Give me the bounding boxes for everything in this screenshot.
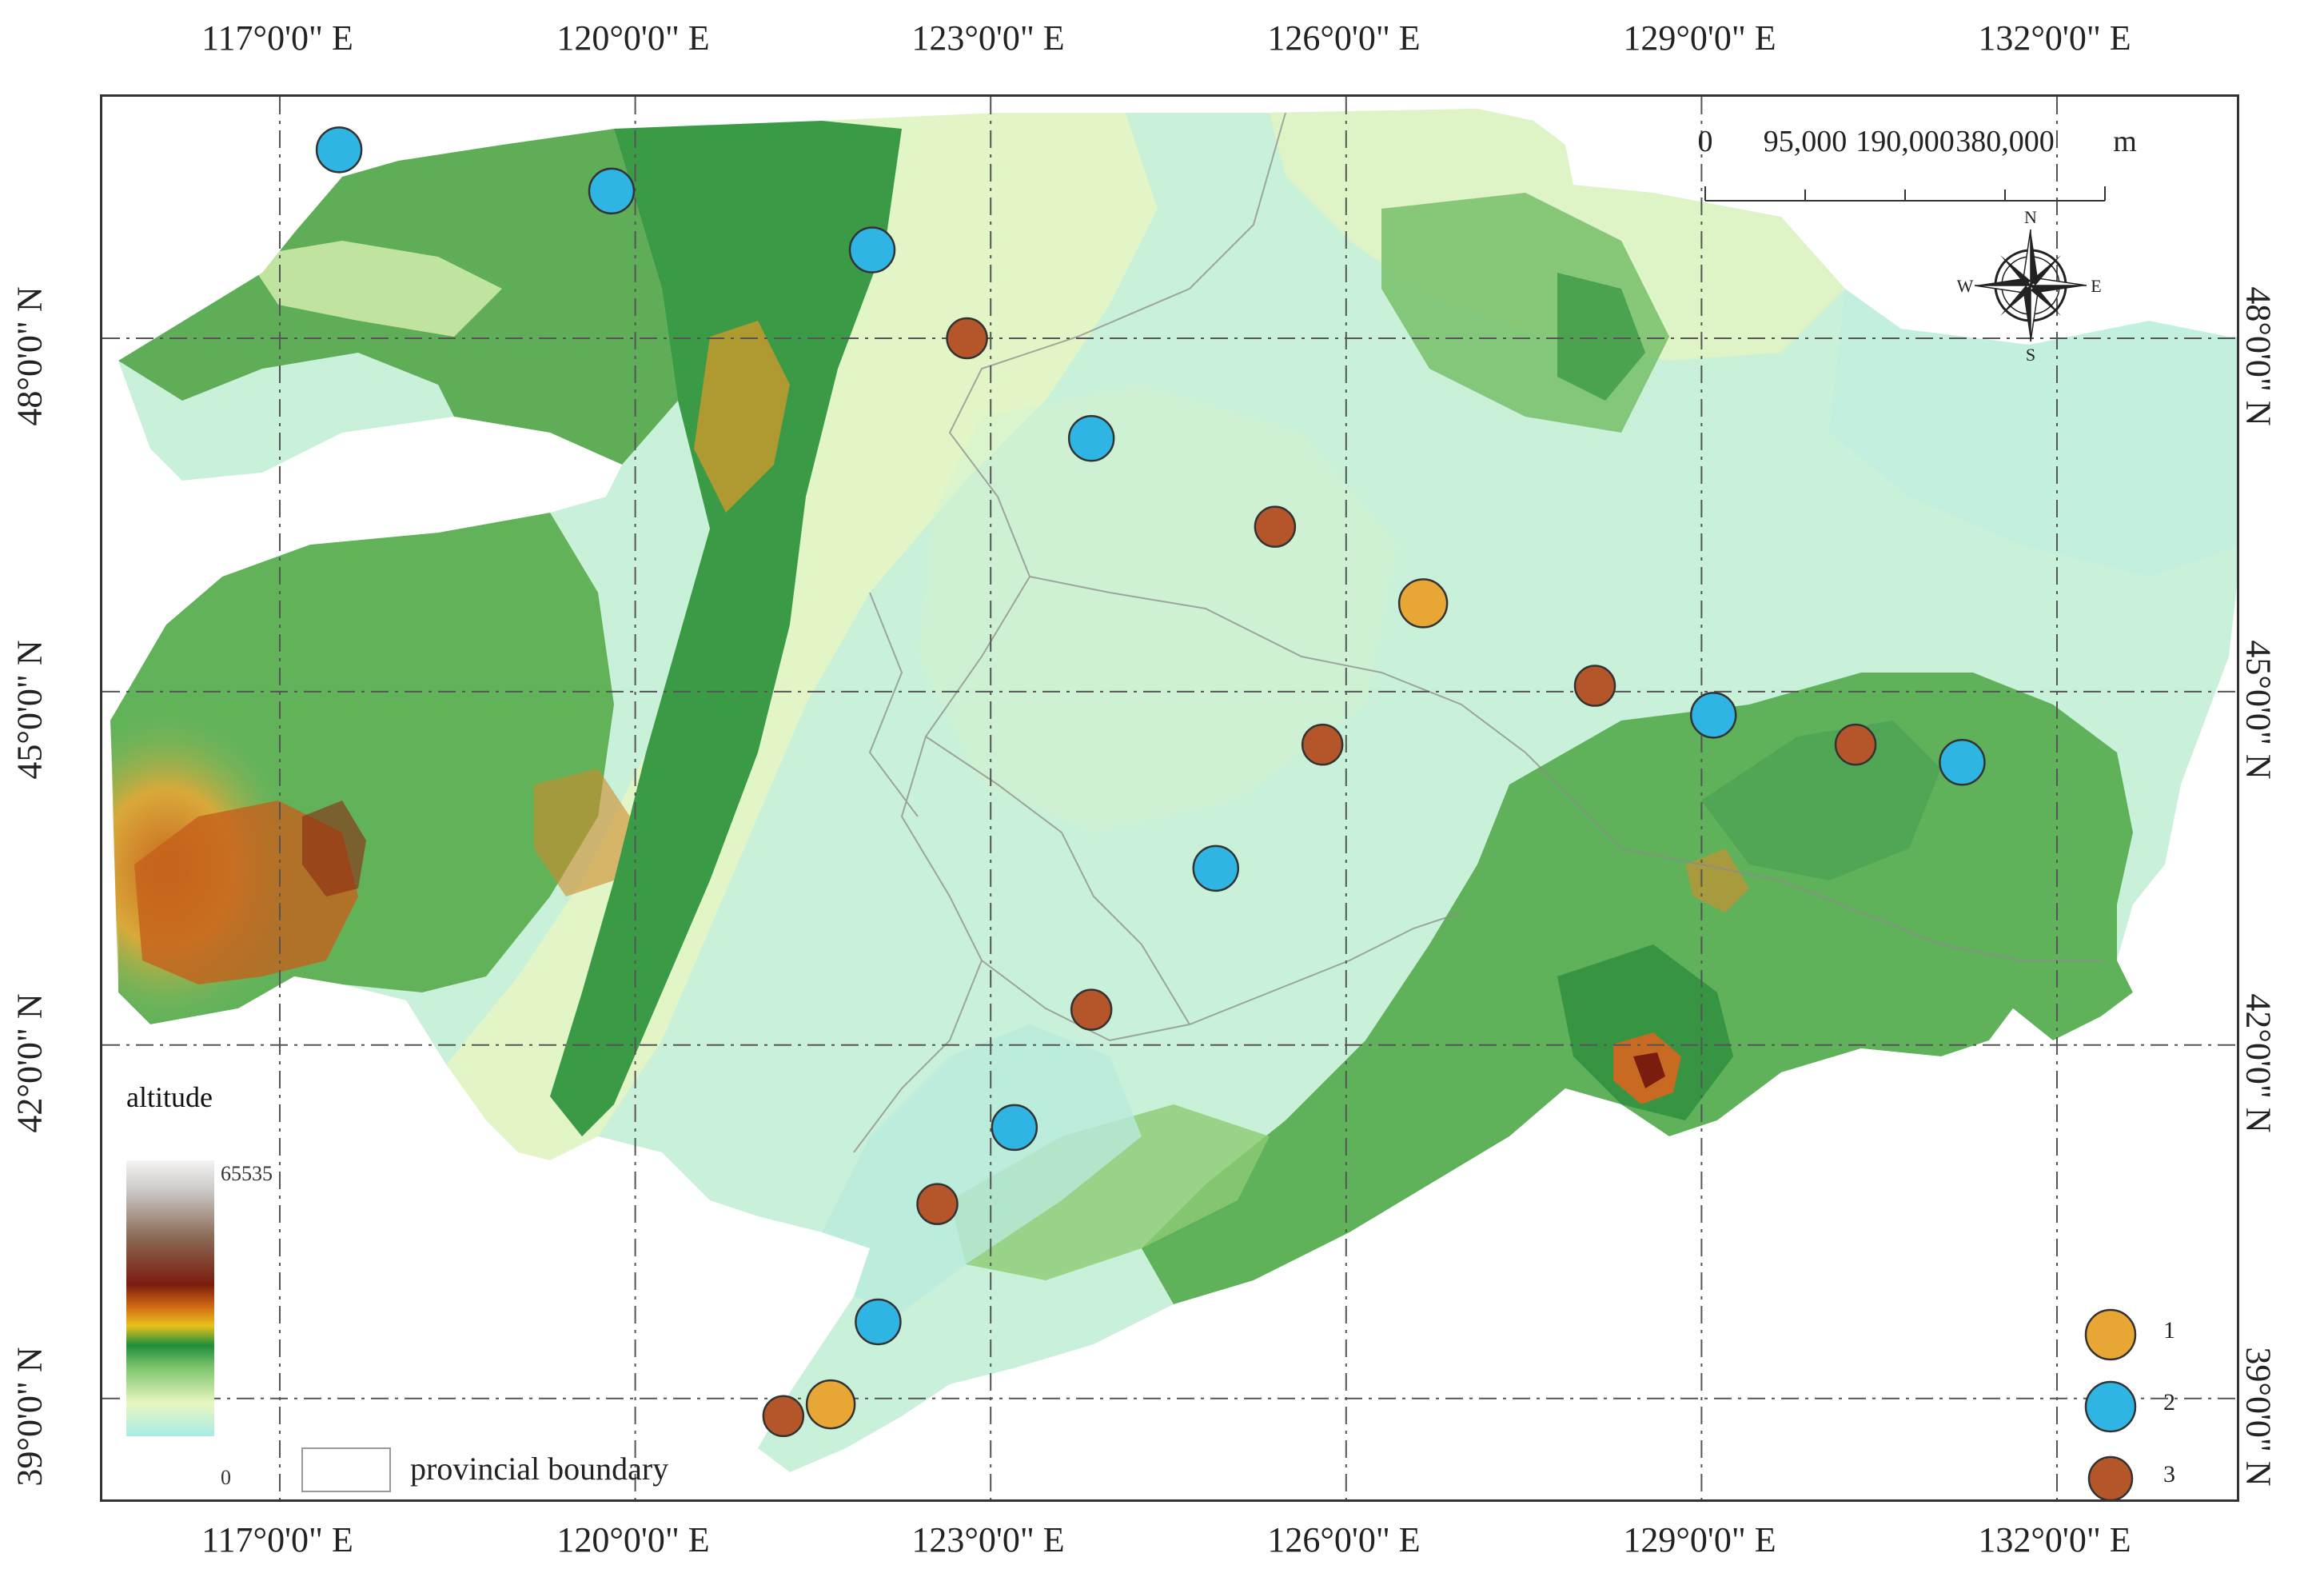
bottom-tick-129: 129°0'0" E <box>1623 1520 1776 1559</box>
land-liaodong-hills <box>950 1104 1270 1280</box>
cluster-legend-label-2: 2 <box>2163 1389 2175 1415</box>
bottom-tick-117: 117°0'0" E <box>201 1520 353 1559</box>
right-tick-42: 42°0'0" N <box>2238 993 2278 1133</box>
terrain-map[interactable]: N S E W <box>102 97 2239 1502</box>
station-marker-cluster-3[interactable] <box>1301 723 1344 766</box>
land-west-peak <box>302 800 366 896</box>
land-zhangguangcai <box>1701 721 1941 880</box>
station-marker-cluster-2[interactable] <box>1689 692 1737 739</box>
compass-w: W <box>1957 276 1974 296</box>
graticule <box>102 97 2237 1499</box>
land-changbai-summit <box>1633 1052 1665 1088</box>
scale-label-2: 190,000 <box>1856 125 1955 158</box>
top-tick-126: 126°0'0" E <box>1267 18 1421 58</box>
station-marker-cluster-2[interactable] <box>1067 414 1115 462</box>
cluster-legend-label-1: 1 <box>2163 1317 2175 1343</box>
top-tick-117: 117°0'0" E <box>201 18 353 58</box>
land-khingan <box>550 121 902 1136</box>
compass-s: S <box>2026 345 2035 365</box>
scale-unit: m <box>2113 125 2137 158</box>
right-tick-45: 45°0'0" N <box>2238 640 2278 780</box>
left-tick-39: 39°0'0" N <box>10 1347 50 1487</box>
station-marker-cluster-2[interactable] <box>855 1298 902 1346</box>
station-marker-cluster-3[interactable] <box>1254 505 1297 548</box>
scale-bar <box>1704 186 2106 202</box>
map-frame: N S E W 0 95,000 190,000 380,000 m altit… <box>100 94 2239 1502</box>
bottom-tick-126: 126°0'0" E <box>1267 1520 1421 1559</box>
station-marker-cluster-1[interactable] <box>1397 578 1449 629</box>
station-marker-cluster-2[interactable] <box>848 226 896 273</box>
compass-e: E <box>2091 276 2101 296</box>
scale-label-3: 380,000 <box>1955 125 2055 158</box>
water-hulun-lake <box>110 417 622 657</box>
altitude-legend-title: altitude <box>126 1081 213 1113</box>
land-northwest-valley <box>246 241 502 337</box>
station-marker-cluster-3[interactable] <box>1070 988 1113 1031</box>
bottom-tick-120: 120°0'0" E <box>556 1520 710 1559</box>
station-marker-cluster-3[interactable] <box>762 1395 805 1438</box>
station-marker-cluster-3[interactable] <box>1573 665 1616 707</box>
compass-rose-icon <box>1974 229 2087 342</box>
land-lesser-khingan-core <box>1557 273 1645 401</box>
top-tick-120: 120°0'0" E <box>556 18 710 58</box>
station-marker-cluster-2[interactable] <box>1192 844 1240 892</box>
land-songnen-plain <box>918 385 1397 832</box>
scale-label-1: 95,000 <box>1763 125 1848 158</box>
left-tick-45: 45°0'0" N <box>10 640 50 780</box>
cluster-legend-label-3: 3 <box>2163 1461 2175 1487</box>
station-marker-cluster-3[interactable] <box>916 1183 959 1225</box>
scale-label-0: 0 <box>1697 125 1713 158</box>
altitude-ramp <box>126 1160 214 1436</box>
land-changbai-high <box>1557 944 1733 1120</box>
boundary-legend-label: provincial boundary <box>410 1451 669 1487</box>
altitude-legend-min: 0 <box>221 1466 231 1489</box>
station-marker-cluster-1[interactable] <box>805 1379 856 1430</box>
cluster-legend-symbol-3 <box>2087 1455 2134 1499</box>
provincial-boundaries <box>853 112 2101 1153</box>
cluster-legend-symbol-1 <box>2084 1308 2137 1361</box>
bottom-tick-132: 132°0'0" E <box>1978 1520 2131 1559</box>
station-marker-cluster-2[interactable] <box>315 126 363 174</box>
top-tick-132: 132°0'0" E <box>1978 18 2131 58</box>
water-west-corner <box>102 97 614 361</box>
left-tick-48: 48°0'0" N <box>10 286 50 426</box>
station-marker-cluster-2[interactable] <box>588 167 636 215</box>
boundary-legend-swatch <box>301 1447 391 1492</box>
land-liaohe-plain <box>822 1024 1142 1312</box>
water-southeast-corner <box>1174 586 2237 1499</box>
stations-layer <box>315 126 1986 1438</box>
compass-n: N <box>2024 207 2037 227</box>
land-khingan-ridge <box>694 321 790 513</box>
station-marker-cluster-3[interactable] <box>1834 723 1877 766</box>
station-marker-cluster-3[interactable] <box>946 317 988 360</box>
right-tick-48: 48°0'0" N <box>2238 286 2278 426</box>
right-tick-39: 39°0'0" N <box>2238 1347 2278 1487</box>
water-bohai-sea <box>342 984 870 1499</box>
top-tick-123: 123°0'0" E <box>911 18 1065 58</box>
land-khingan-south <box>534 769 630 896</box>
cluster-legend <box>2084 1308 2137 1499</box>
left-tick-42: 42°0'0" N <box>10 993 50 1133</box>
altitude-legend-max: 65535 <box>221 1162 273 1185</box>
station-marker-cluster-2[interactable] <box>991 1104 1038 1152</box>
station-marker-cluster-2[interactable] <box>1939 739 1986 786</box>
cluster-legend-symbol-2 <box>2084 1380 2137 1433</box>
water-south-area <box>749 1304 1174 1499</box>
bottom-tick-123: 123°0'0" E <box>911 1520 1065 1559</box>
land-sanjiang-plain <box>1829 289 2237 577</box>
top-tick-129: 129°0'0" E <box>1623 18 1776 58</box>
